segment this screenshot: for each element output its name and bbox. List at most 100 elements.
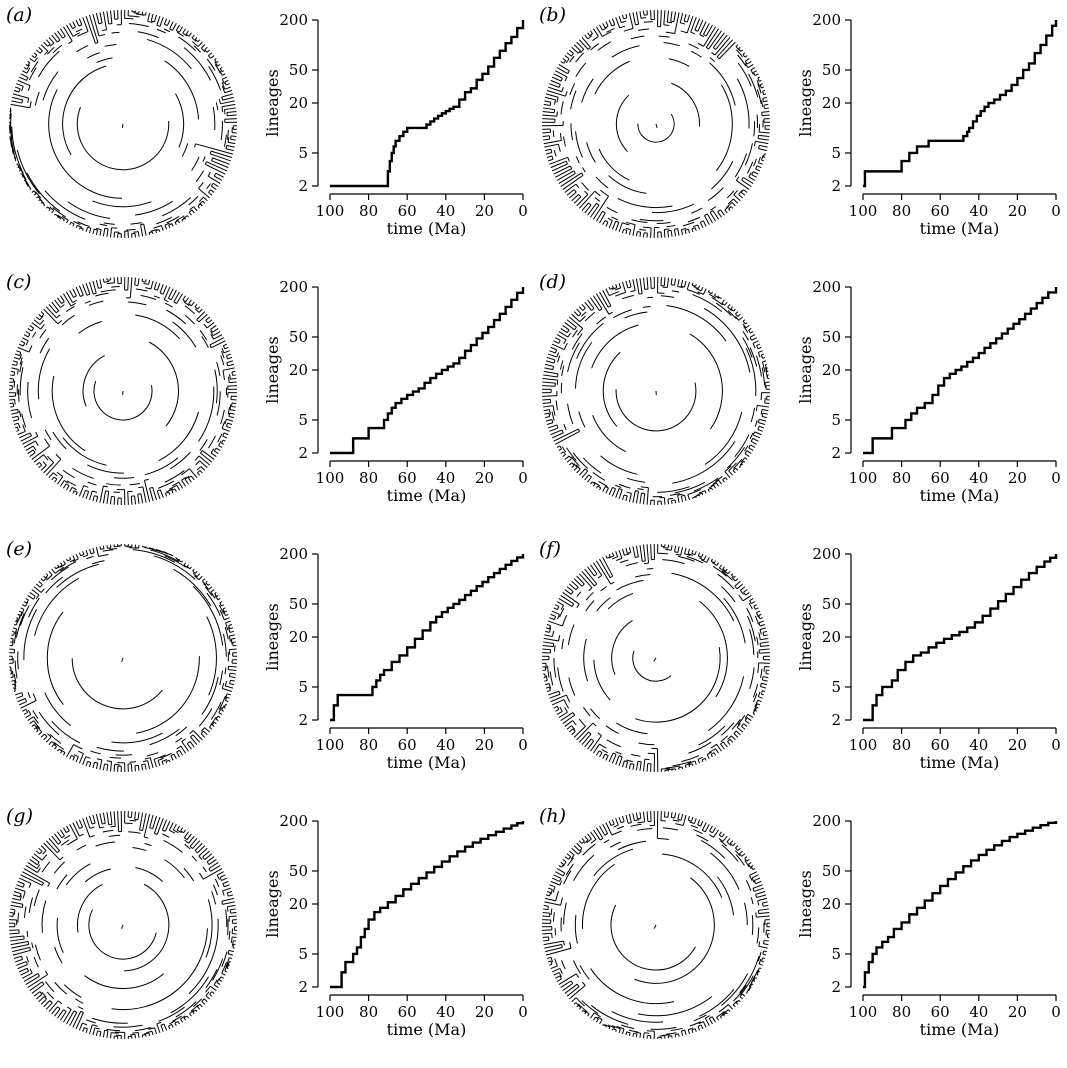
x-axis-label: time (Ma) bbox=[920, 1020, 1000, 1039]
x-tick-label: 100 bbox=[849, 202, 878, 220]
x-tick-label: 60 bbox=[931, 469, 950, 487]
y-tick-label: 200 bbox=[279, 11, 308, 29]
y-tick-label: 200 bbox=[279, 812, 308, 830]
x-tick-label: 40 bbox=[436, 736, 455, 754]
y-tick-label: 2 bbox=[831, 177, 841, 195]
series-line bbox=[330, 287, 523, 453]
panel-c-tree bbox=[9, 277, 237, 505]
y-tick-label: 50 bbox=[822, 328, 841, 346]
y-tick-label: 20 bbox=[289, 94, 308, 112]
x-tick-label: 20 bbox=[475, 736, 494, 754]
x-tick-label: 0 bbox=[1051, 1003, 1061, 1021]
panel-h-tree bbox=[542, 811, 770, 1039]
x-tick-label: 40 bbox=[436, 202, 455, 220]
x-tick-label: 100 bbox=[316, 202, 345, 220]
x-axis-label: time (Ma) bbox=[387, 753, 467, 772]
y-tick-label: 50 bbox=[822, 61, 841, 79]
y-tick-label: 2 bbox=[831, 978, 841, 996]
y-tick-label: 5 bbox=[831, 945, 841, 963]
x-tick-label: 80 bbox=[892, 202, 911, 220]
x-tick-label: 60 bbox=[398, 736, 417, 754]
x-tick-label: 0 bbox=[518, 469, 528, 487]
x-tick-label: 80 bbox=[892, 736, 911, 754]
panel-d-tree bbox=[542, 277, 770, 505]
y-axis-label: lineages bbox=[796, 870, 815, 937]
x-tick-label: 100 bbox=[316, 1003, 345, 1021]
y-tick-label: 20 bbox=[289, 895, 308, 913]
y-tick-label: 2 bbox=[298, 444, 308, 462]
panel-b-tree bbox=[542, 10, 770, 238]
x-tick-label: 20 bbox=[475, 1003, 494, 1021]
x-tick-label: 0 bbox=[1051, 469, 1061, 487]
y-tick-label: 2 bbox=[298, 177, 308, 195]
x-tick-label: 40 bbox=[436, 1003, 455, 1021]
y-axis-label: lineages bbox=[796, 69, 815, 136]
x-tick-label: 20 bbox=[475, 469, 494, 487]
y-tick-label: 20 bbox=[289, 628, 308, 646]
x-tick-label: 0 bbox=[518, 202, 528, 220]
y-axis-label: lineages bbox=[263, 603, 282, 670]
series-line bbox=[863, 821, 1056, 987]
panel-g-tree bbox=[9, 811, 237, 1039]
x-tick-label: 80 bbox=[359, 469, 378, 487]
x-tick-label: 40 bbox=[969, 1003, 988, 1021]
x-tick-label: 60 bbox=[398, 469, 417, 487]
panel-e-tree bbox=[9, 544, 237, 772]
x-tick-label: 20 bbox=[1008, 736, 1027, 754]
y-tick-label: 50 bbox=[822, 595, 841, 613]
y-tick-label: 50 bbox=[289, 862, 308, 880]
x-tick-label: 40 bbox=[969, 736, 988, 754]
x-tick-label: 100 bbox=[849, 736, 878, 754]
series-line bbox=[330, 821, 523, 987]
x-tick-label: 80 bbox=[359, 736, 378, 754]
x-tick-label: 0 bbox=[1051, 736, 1061, 754]
x-tick-label: 0 bbox=[518, 736, 528, 754]
x-tick-label: 0 bbox=[518, 1003, 528, 1021]
y-tick-label: 20 bbox=[822, 628, 841, 646]
y-tick-label: 5 bbox=[298, 144, 308, 162]
x-axis-label: time (Ma) bbox=[920, 486, 1000, 505]
series-line bbox=[863, 287, 1056, 453]
x-tick-label: 100 bbox=[849, 1003, 878, 1021]
y-tick-label: 2 bbox=[831, 444, 841, 462]
x-tick-label: 20 bbox=[1008, 202, 1027, 220]
y-axis-label: lineages bbox=[796, 336, 815, 403]
series-line bbox=[330, 554, 523, 720]
x-tick-label: 80 bbox=[359, 202, 378, 220]
x-tick-label: 60 bbox=[931, 1003, 950, 1021]
x-tick-label: 60 bbox=[931, 736, 950, 754]
y-tick-label: 200 bbox=[812, 278, 841, 296]
y-tick-label: 200 bbox=[812, 11, 841, 29]
y-tick-label: 5 bbox=[831, 678, 841, 696]
y-tick-label: 20 bbox=[822, 895, 841, 913]
x-tick-label: 60 bbox=[931, 202, 950, 220]
series-line bbox=[863, 554, 1056, 720]
y-tick-label: 200 bbox=[812, 545, 841, 563]
y-tick-label: 50 bbox=[289, 61, 308, 79]
x-tick-label: 40 bbox=[969, 202, 988, 220]
x-axis-label: time (Ma) bbox=[920, 219, 1000, 238]
y-axis-label: lineages bbox=[263, 336, 282, 403]
series-line bbox=[863, 20, 1056, 186]
x-axis-label: time (Ma) bbox=[387, 1020, 467, 1039]
x-axis-label: time (Ma) bbox=[920, 753, 1000, 772]
x-tick-label: 100 bbox=[849, 469, 878, 487]
